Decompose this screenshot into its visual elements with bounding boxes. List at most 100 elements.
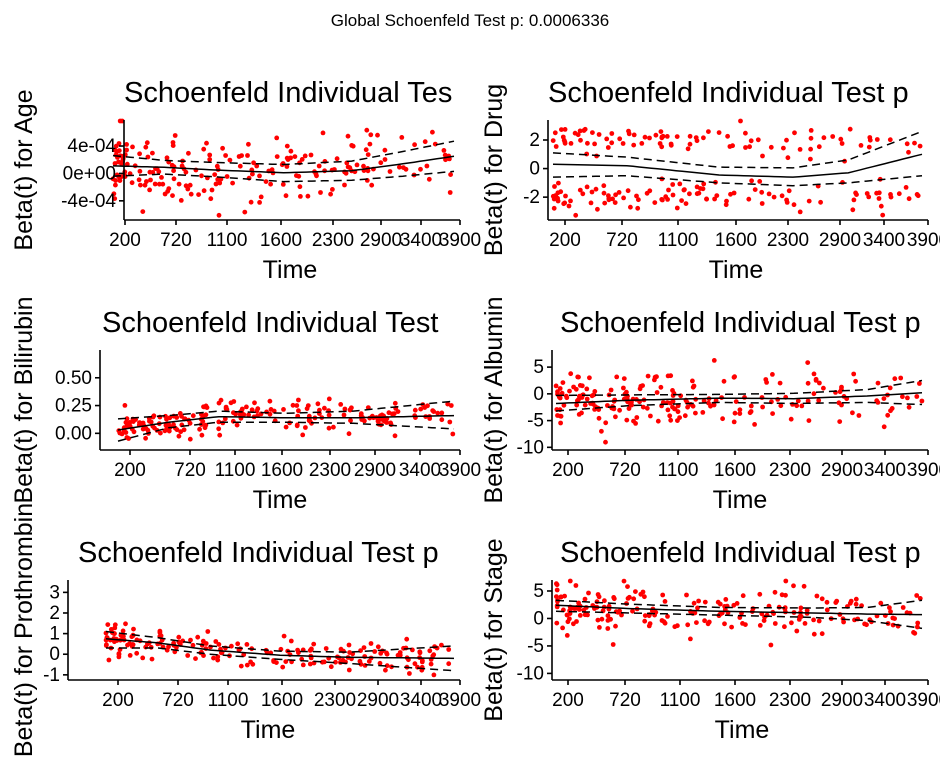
x-tick-label: 2300 bbox=[312, 230, 354, 251]
residual-point bbox=[685, 622, 691, 628]
residual-point bbox=[333, 659, 338, 665]
residual-point bbox=[892, 376, 898, 382]
x-tick-label: 200 bbox=[552, 690, 584, 711]
residual-point bbox=[858, 143, 864, 148]
residual-point bbox=[675, 623, 680, 629]
residual-point bbox=[712, 196, 717, 202]
x-tick-label: 3900 bbox=[439, 230, 481, 251]
residual-point bbox=[665, 407, 671, 413]
residual-point bbox=[759, 201, 765, 206]
upper-confidence-band bbox=[555, 599, 923, 609]
residual-point bbox=[802, 621, 808, 626]
residual-point bbox=[919, 398, 925, 404]
residual-point bbox=[575, 374, 581, 380]
residual-point bbox=[888, 408, 893, 414]
residual-point bbox=[584, 396, 590, 402]
residual-point bbox=[874, 137, 880, 142]
residual-point bbox=[728, 191, 733, 197]
residual-point bbox=[372, 649, 378, 654]
residual-point bbox=[734, 601, 740, 606]
residual-point bbox=[755, 137, 761, 143]
residual-point bbox=[693, 410, 698, 416]
panel-title: Schoenfeld Individual Tes bbox=[124, 77, 452, 109]
residual-point bbox=[257, 173, 262, 179]
x-tick-label: 1100 bbox=[215, 460, 256, 481]
residual-point bbox=[731, 419, 737, 425]
residual-point bbox=[808, 127, 814, 133]
residual-point bbox=[136, 177, 142, 183]
y-tick-label: 0e+00 bbox=[63, 163, 116, 184]
residual-point bbox=[737, 407, 743, 413]
residual-point bbox=[760, 404, 765, 410]
residual-point bbox=[369, 182, 375, 188]
x-tick-label: 3400 bbox=[864, 690, 906, 711]
panel-title: Schoenfeld Individual Test p bbox=[548, 77, 909, 109]
residual-point bbox=[254, 408, 260, 414]
residual-point bbox=[813, 378, 819, 383]
lower-confidence-band bbox=[552, 174, 923, 187]
residual-point bbox=[190, 642, 196, 648]
residual-point bbox=[207, 152, 213, 158]
residual-point bbox=[714, 193, 720, 199]
residual-point bbox=[625, 596, 631, 601]
residual-point bbox=[234, 422, 240, 428]
residual-point bbox=[808, 135, 814, 141]
residual-point bbox=[733, 399, 739, 404]
residual-point bbox=[875, 380, 881, 386]
residual-point bbox=[888, 609, 893, 614]
residual-point bbox=[596, 132, 602, 137]
residual-point bbox=[560, 380, 566, 385]
residual-point bbox=[160, 181, 166, 187]
residual-point bbox=[349, 405, 354, 411]
y-tick-label: 1 bbox=[49, 624, 60, 645]
residual-point bbox=[585, 140, 590, 146]
residual-point bbox=[917, 596, 923, 601]
residual-point bbox=[677, 415, 682, 420]
residual-point bbox=[311, 641, 317, 647]
residual-point bbox=[795, 398, 801, 404]
residual-point bbox=[419, 659, 425, 665]
residual-point bbox=[230, 418, 236, 424]
residual-point bbox=[298, 194, 303, 199]
residual-point bbox=[672, 406, 678, 412]
residual-point bbox=[904, 141, 910, 147]
y-tick-label: 2 bbox=[49, 603, 60, 624]
residual-point bbox=[140, 420, 146, 426]
residual-point bbox=[701, 398, 707, 404]
residual-point bbox=[170, 193, 175, 199]
residual-point bbox=[187, 420, 193, 426]
residual-point bbox=[330, 187, 335, 192]
panel-title: Schoenfeld Individual Test p bbox=[560, 537, 921, 569]
residual-point bbox=[386, 410, 392, 416]
residual-point bbox=[558, 420, 563, 426]
residual-point bbox=[700, 410, 706, 415]
residual-point bbox=[613, 192, 618, 198]
residual-point bbox=[447, 419, 453, 425]
residual-point bbox=[664, 134, 670, 139]
residual-point bbox=[564, 395, 570, 401]
residual-point bbox=[880, 212, 886, 218]
x-tick-label: 200 bbox=[102, 690, 134, 711]
residual-point bbox=[554, 582, 560, 588]
residual-point bbox=[691, 600, 697, 606]
residual-point bbox=[748, 403, 754, 409]
residual-point bbox=[258, 194, 264, 200]
residual-point bbox=[178, 429, 184, 435]
residual-point bbox=[343, 170, 349, 176]
residual-point bbox=[631, 596, 637, 602]
x-tick-label: 3900 bbox=[907, 690, 940, 711]
residual-point bbox=[701, 135, 706, 141]
residual-point bbox=[254, 163, 260, 169]
residual-point bbox=[690, 378, 695, 384]
residual-point bbox=[584, 184, 590, 190]
x-tick-label: 3900 bbox=[439, 460, 481, 481]
residual-point bbox=[176, 433, 182, 439]
x-tick-label: 720 bbox=[162, 690, 194, 711]
residual-point bbox=[582, 596, 588, 602]
residual-point bbox=[341, 648, 346, 654]
residual-point bbox=[144, 179, 149, 184]
residual-point bbox=[378, 160, 384, 166]
residual-point bbox=[263, 179, 269, 185]
residual-point bbox=[752, 187, 758, 193]
residual-point bbox=[624, 417, 630, 423]
